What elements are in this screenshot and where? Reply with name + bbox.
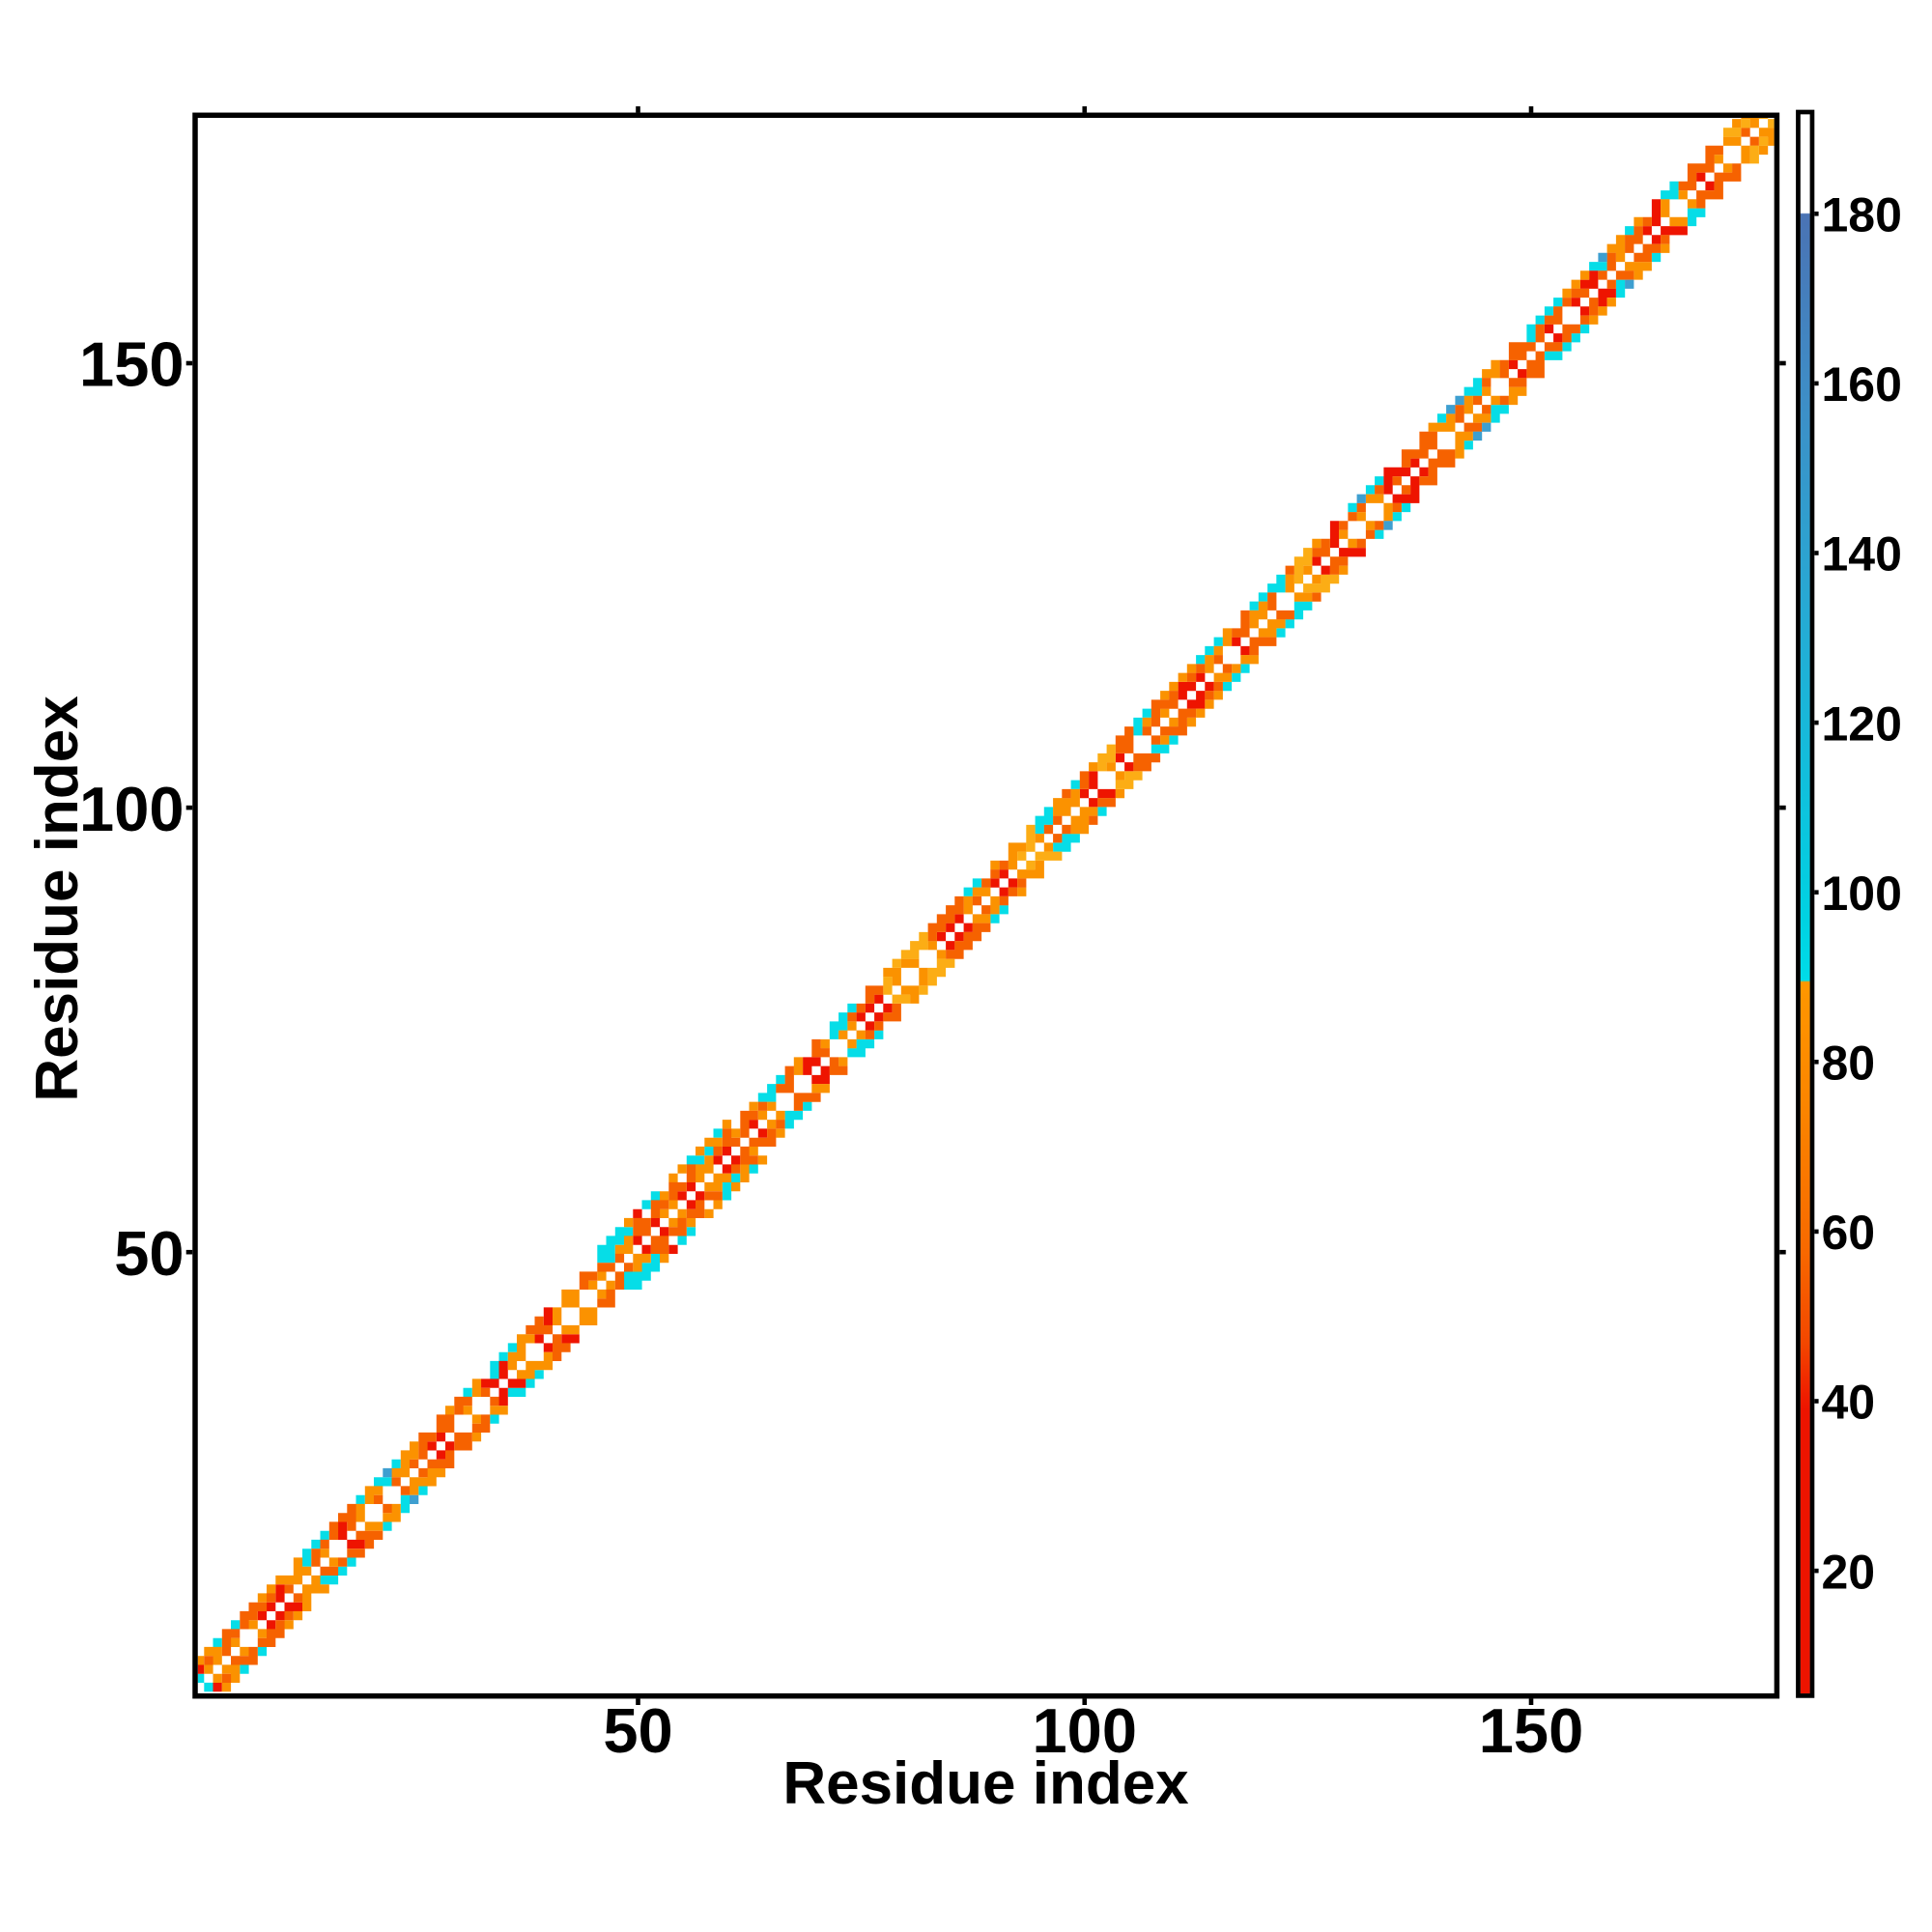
svg-text:150: 150: [79, 329, 184, 400]
svg-text:150: 150: [1479, 1695, 1583, 1766]
svg-text:100: 100: [1033, 1695, 1137, 1766]
svg-text:120: 120: [1822, 696, 1902, 751]
svg-text:50: 50: [114, 1218, 184, 1289]
svg-text:100: 100: [79, 774, 184, 844]
svg-text:160: 160: [1822, 357, 1902, 412]
svg-text:20: 20: [1822, 1545, 1876, 1599]
svg-text:140: 140: [1822, 527, 1902, 582]
svg-text:80: 80: [1822, 1037, 1876, 1091]
svg-text:180: 180: [1822, 188, 1902, 242]
svg-text:60: 60: [1822, 1206, 1876, 1260]
svg-text:40: 40: [1822, 1376, 1876, 1430]
svg-text:Residue index: Residue index: [24, 696, 91, 1102]
svg-text:Residue index: Residue index: [782, 1750, 1189, 1817]
svg-text:100: 100: [1822, 867, 1902, 921]
svg-text:50: 50: [603, 1695, 672, 1766]
